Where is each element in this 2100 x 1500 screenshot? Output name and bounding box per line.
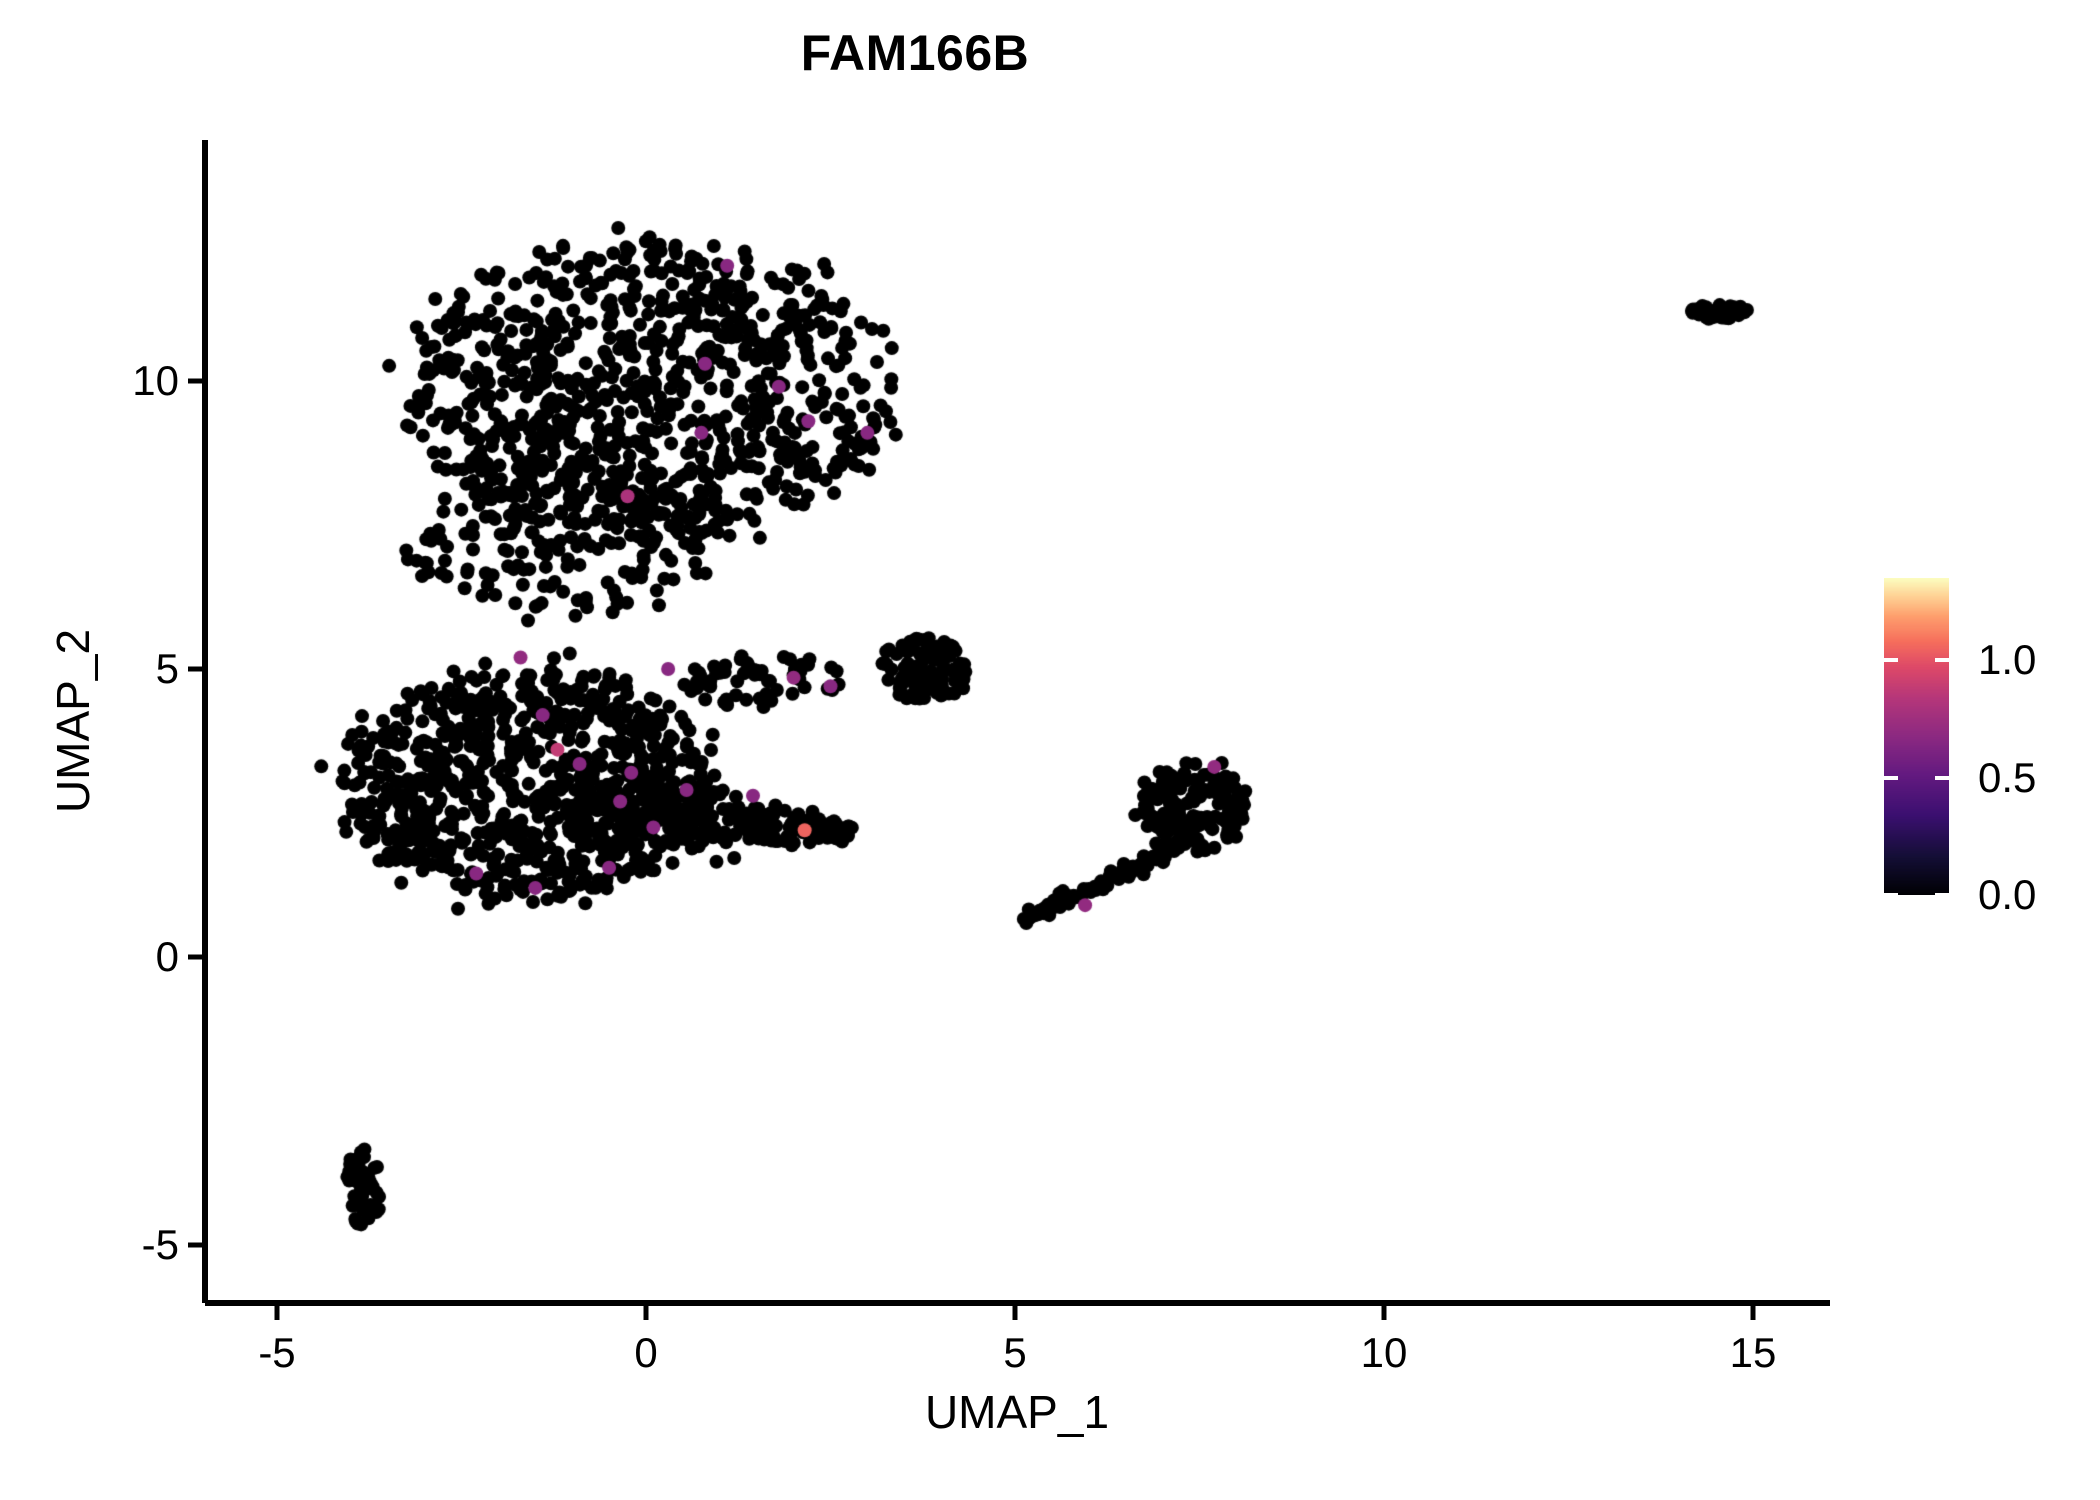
- colorbar-label: 1.0: [1978, 636, 2037, 684]
- x-axis-title: UMAP_1: [924, 1386, 1110, 1438]
- colorbar-tick-mark: [1935, 658, 1949, 663]
- x-tick-label: -5: [258, 1329, 296, 1376]
- x-tick-label: 0: [634, 1329, 658, 1376]
- colorbar-tick-mark: [1884, 775, 1898, 780]
- colorbar-label: 0.0: [1978, 871, 2037, 918]
- x-tick-label: 15: [1729, 1329, 1777, 1376]
- colorbar-label: 0.5: [1978, 753, 2037, 801]
- colorbar-tick-mark: [1935, 893, 1949, 897]
- x-tick-label: 10: [1360, 1329, 1408, 1376]
- colorbar-tick-mark: [1884, 893, 1898, 897]
- colorbar-tick-mark: [1935, 775, 1949, 780]
- y-axis-title: UMAP_2: [47, 628, 99, 814]
- y-tick-label: 0: [155, 933, 179, 980]
- x-tick-label: 5: [1003, 1329, 1027, 1376]
- y-tick-label: -5: [141, 1221, 179, 1268]
- y-tick-label: 5: [155, 645, 179, 692]
- y-tick-label: 10: [132, 357, 179, 404]
- colorbar-gradient: [1884, 578, 1949, 895]
- colorbar-tick-mark: [1884, 658, 1898, 663]
